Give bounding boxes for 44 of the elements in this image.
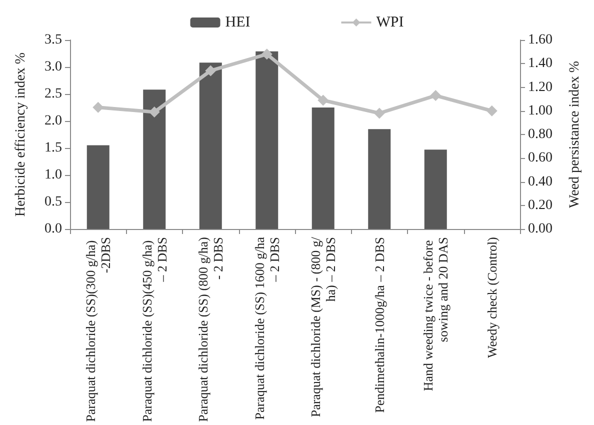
y-axis-title: Herbicide efficiency index % (14, 52, 28, 217)
y2-tick-label: 0.60 (528, 150, 552, 166)
y2-tick-label: 1.00 (528, 103, 552, 118)
y2-tick-label: 1.40 (528, 56, 552, 72)
x-tick-label: Paraquat dichloride (SS) 1600 g/ha – 2 DBS (252, 236, 282, 420)
bar (312, 108, 334, 229)
point (205, 65, 216, 76)
point (148, 106, 160, 118)
y2-tick-label: 0.40 (528, 174, 552, 190)
y2-axis-title: Weed persistance index % (568, 60, 582, 208)
bar (86, 145, 110, 229)
x-tick-label: Paraquat dichloride (SS)(300 g/ha) -2DBS (83, 237, 114, 422)
point (374, 108, 385, 119)
y-tick-label: 3.0 (44, 60, 62, 74)
y2-tick-label: 0.20 (528, 198, 552, 213)
legend-label: HEI (225, 14, 250, 30)
y-tick-label: 3.5 (44, 32, 62, 48)
y-tick-label: 0.0 (44, 222, 62, 236)
point (430, 90, 442, 102)
y-tick-label: 1.0 (44, 168, 62, 182)
point (486, 105, 498, 116)
x-tick-label: Pendimethalin-1000g/ha – 2 DBS (372, 237, 387, 413)
x-tick-label: Weedy check (Control) (484, 237, 500, 358)
bar (424, 150, 447, 229)
x-tick-label: Hand weeding twice - before sowing and 20 DAS (420, 237, 451, 392)
point (92, 102, 104, 113)
y2-tick-label: 0.00 (528, 222, 552, 236)
y-tick-label: 2.0 (44, 114, 62, 128)
y2-tick-label: 1.20 (528, 80, 552, 95)
bar (368, 129, 391, 229)
legend-label: WPI (376, 14, 404, 30)
bar (143, 90, 166, 229)
y2-tick-label: 1.60 (528, 32, 552, 48)
x-tick-label: Paraquat dichloride (SS)(450 g/ha) – 2 DBS (139, 237, 170, 422)
point (318, 94, 329, 106)
y-tick-label: 0.5 (44, 194, 62, 210)
point (261, 48, 272, 60)
bar (199, 62, 222, 229)
y-tick-label: 2.5 (44, 86, 62, 102)
x-tick-label: Paraquat dichloride (SS) (800 g/ha) - 2 DBS (196, 237, 226, 422)
y-tick-label: 1.5 (44, 140, 62, 156)
x-tick-label: Paraquat dichloride (MS) - (800 g/ha) – 2 DBS (308, 236, 338, 418)
bar (256, 51, 278, 229)
y2-tick-label: 0.80 (528, 127, 552, 142)
